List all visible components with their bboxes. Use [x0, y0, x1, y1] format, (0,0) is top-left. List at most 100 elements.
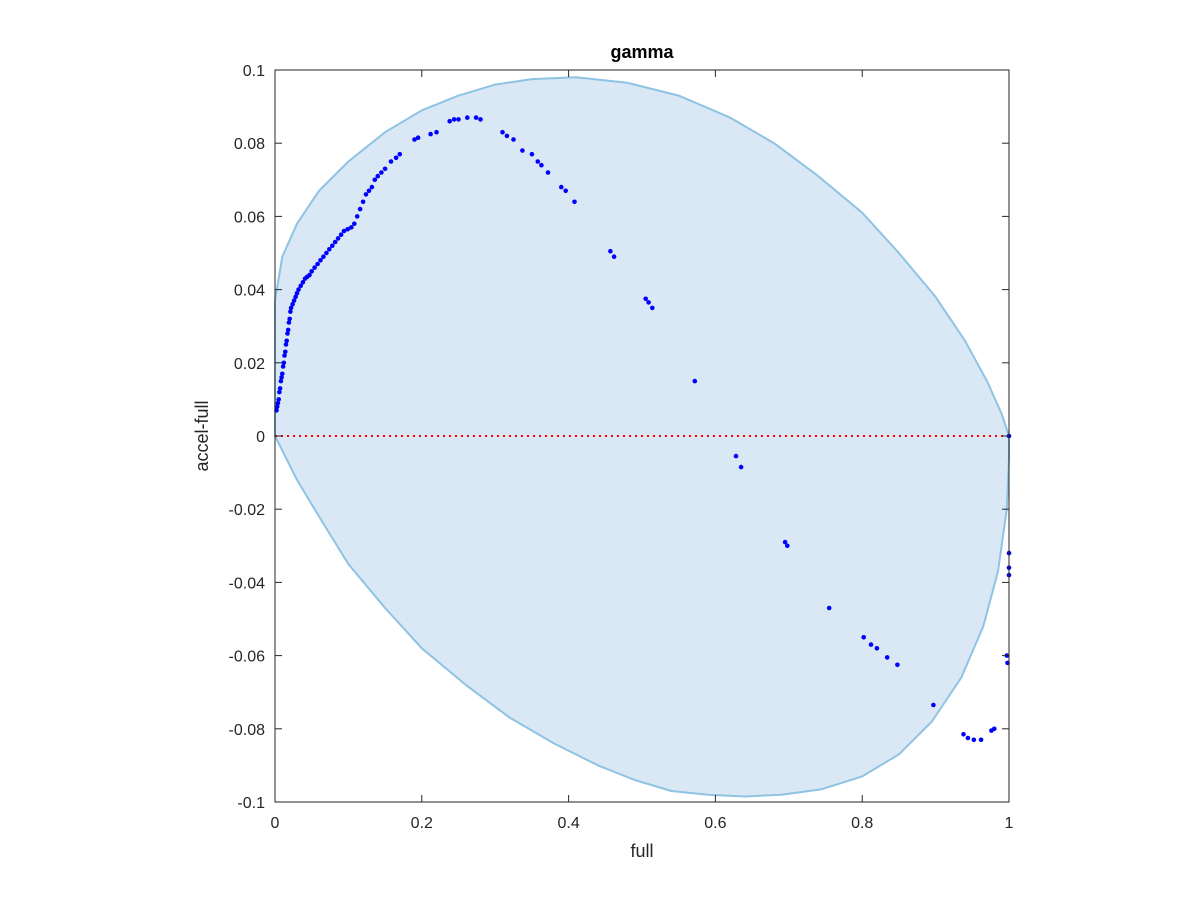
data-point: [287, 316, 293, 322]
data-point: [992, 726, 997, 732]
data-point: [276, 397, 282, 402]
data-point: [375, 173, 381, 179]
data-point: [338, 232, 344, 237]
data-point: [500, 129, 505, 135]
data-point: [285, 331, 290, 336]
data-point: [535, 159, 541, 164]
data-point: [274, 404, 280, 410]
data-point: [279, 375, 284, 380]
data-point: [321, 254, 326, 259]
y-tick-label: -0.1: [237, 795, 265, 812]
data-point: [288, 305, 294, 311]
data-point: [379, 170, 384, 175]
y-tick-label: -0.08: [229, 722, 266, 739]
data-point: [397, 151, 403, 157]
data-point: [874, 646, 880, 651]
y-tick-label: 0.08: [234, 136, 265, 153]
x-tick-label: 0.6: [704, 815, 726, 832]
data-point: [296, 287, 301, 292]
data-point: [330, 243, 335, 248]
data-point: [563, 188, 568, 194]
data-point: [281, 360, 287, 366]
data-point: [298, 283, 304, 289]
data-point: [354, 214, 360, 219]
data-point: [478, 117, 483, 122]
data-point: [733, 453, 739, 459]
data-point: [277, 389, 282, 395]
data-point: [393, 155, 399, 161]
data-point: [332, 239, 338, 245]
data-point: [895, 662, 900, 668]
data-point: [360, 199, 366, 205]
data-point: [961, 732, 966, 737]
data-point: [341, 228, 347, 234]
data-point: [451, 117, 457, 122]
data-point: [504, 133, 510, 139]
data-point: [291, 298, 297, 303]
data-point: [572, 199, 577, 205]
data-point: [382, 166, 388, 172]
data-point: [971, 737, 977, 743]
data-point: [315, 261, 320, 267]
data-point: [372, 177, 378, 183]
chart-title: gamma: [610, 42, 674, 62]
data-point: [290, 301, 295, 307]
y-tick-label: 0.1: [243, 63, 265, 80]
y-tick-label: 0.04: [234, 283, 265, 300]
data-point: [465, 115, 470, 120]
data-point: [357, 206, 363, 212]
data-point: [473, 115, 479, 120]
data-point: [447, 118, 453, 124]
data-point: [782, 539, 788, 545]
data-point: [511, 137, 516, 142]
data-point: [366, 188, 372, 194]
x-tick-label: 0.4: [557, 815, 579, 832]
y-axis-label: accel-full: [192, 400, 212, 471]
data-point: [294, 291, 300, 296]
y-tick-label: 0.06: [234, 209, 265, 226]
data-point: [327, 247, 332, 252]
data-point: [293, 294, 298, 300]
data-point: [412, 137, 417, 142]
y-axis-ticks: -0.1 -0.08 -0.06 -0.04 -0.02 0 0.02 0.04 0.06 0.0…: [229, 63, 1009, 812]
x-tick-label: 1: [1005, 815, 1014, 832]
data-point: [324, 250, 329, 256]
data-point: [884, 655, 890, 660]
data-point: [650, 305, 655, 311]
data-point: [545, 170, 551, 175]
data-point: [282, 353, 287, 358]
data-point: [861, 635, 866, 640]
data-point: [307, 272, 312, 278]
y-tick-label: -0.04: [229, 575, 266, 592]
data-point: [363, 192, 369, 197]
data-point: [286, 320, 292, 325]
data-point: [434, 129, 439, 135]
data-point: [529, 151, 535, 157]
y-tick-label: 0: [256, 429, 265, 446]
x-tick-label: 0.2: [411, 815, 433, 832]
data-point: [428, 131, 433, 137]
data-point: [318, 258, 323, 263]
data-point: [785, 543, 790, 549]
data-point: [965, 735, 971, 741]
data-point: [309, 269, 315, 274]
data-point: [280, 371, 285, 377]
data-point: [539, 162, 544, 168]
data-point: [275, 400, 281, 406]
x-axis-label: full: [630, 841, 653, 861]
data-point: [692, 378, 698, 384]
data-point: [868, 642, 874, 647]
data-point: [284, 338, 290, 344]
data-point: [312, 265, 317, 270]
data-point: [520, 148, 525, 153]
data-point: [369, 184, 375, 190]
data-point: [559, 184, 564, 190]
data-point: [278, 378, 284, 384]
data-point: [646, 300, 651, 305]
data-point: [345, 226, 351, 232]
data-point: [283, 342, 289, 347]
data-point: [415, 135, 421, 140]
data-point: [277, 386, 283, 391]
data-point: [349, 225, 354, 230]
